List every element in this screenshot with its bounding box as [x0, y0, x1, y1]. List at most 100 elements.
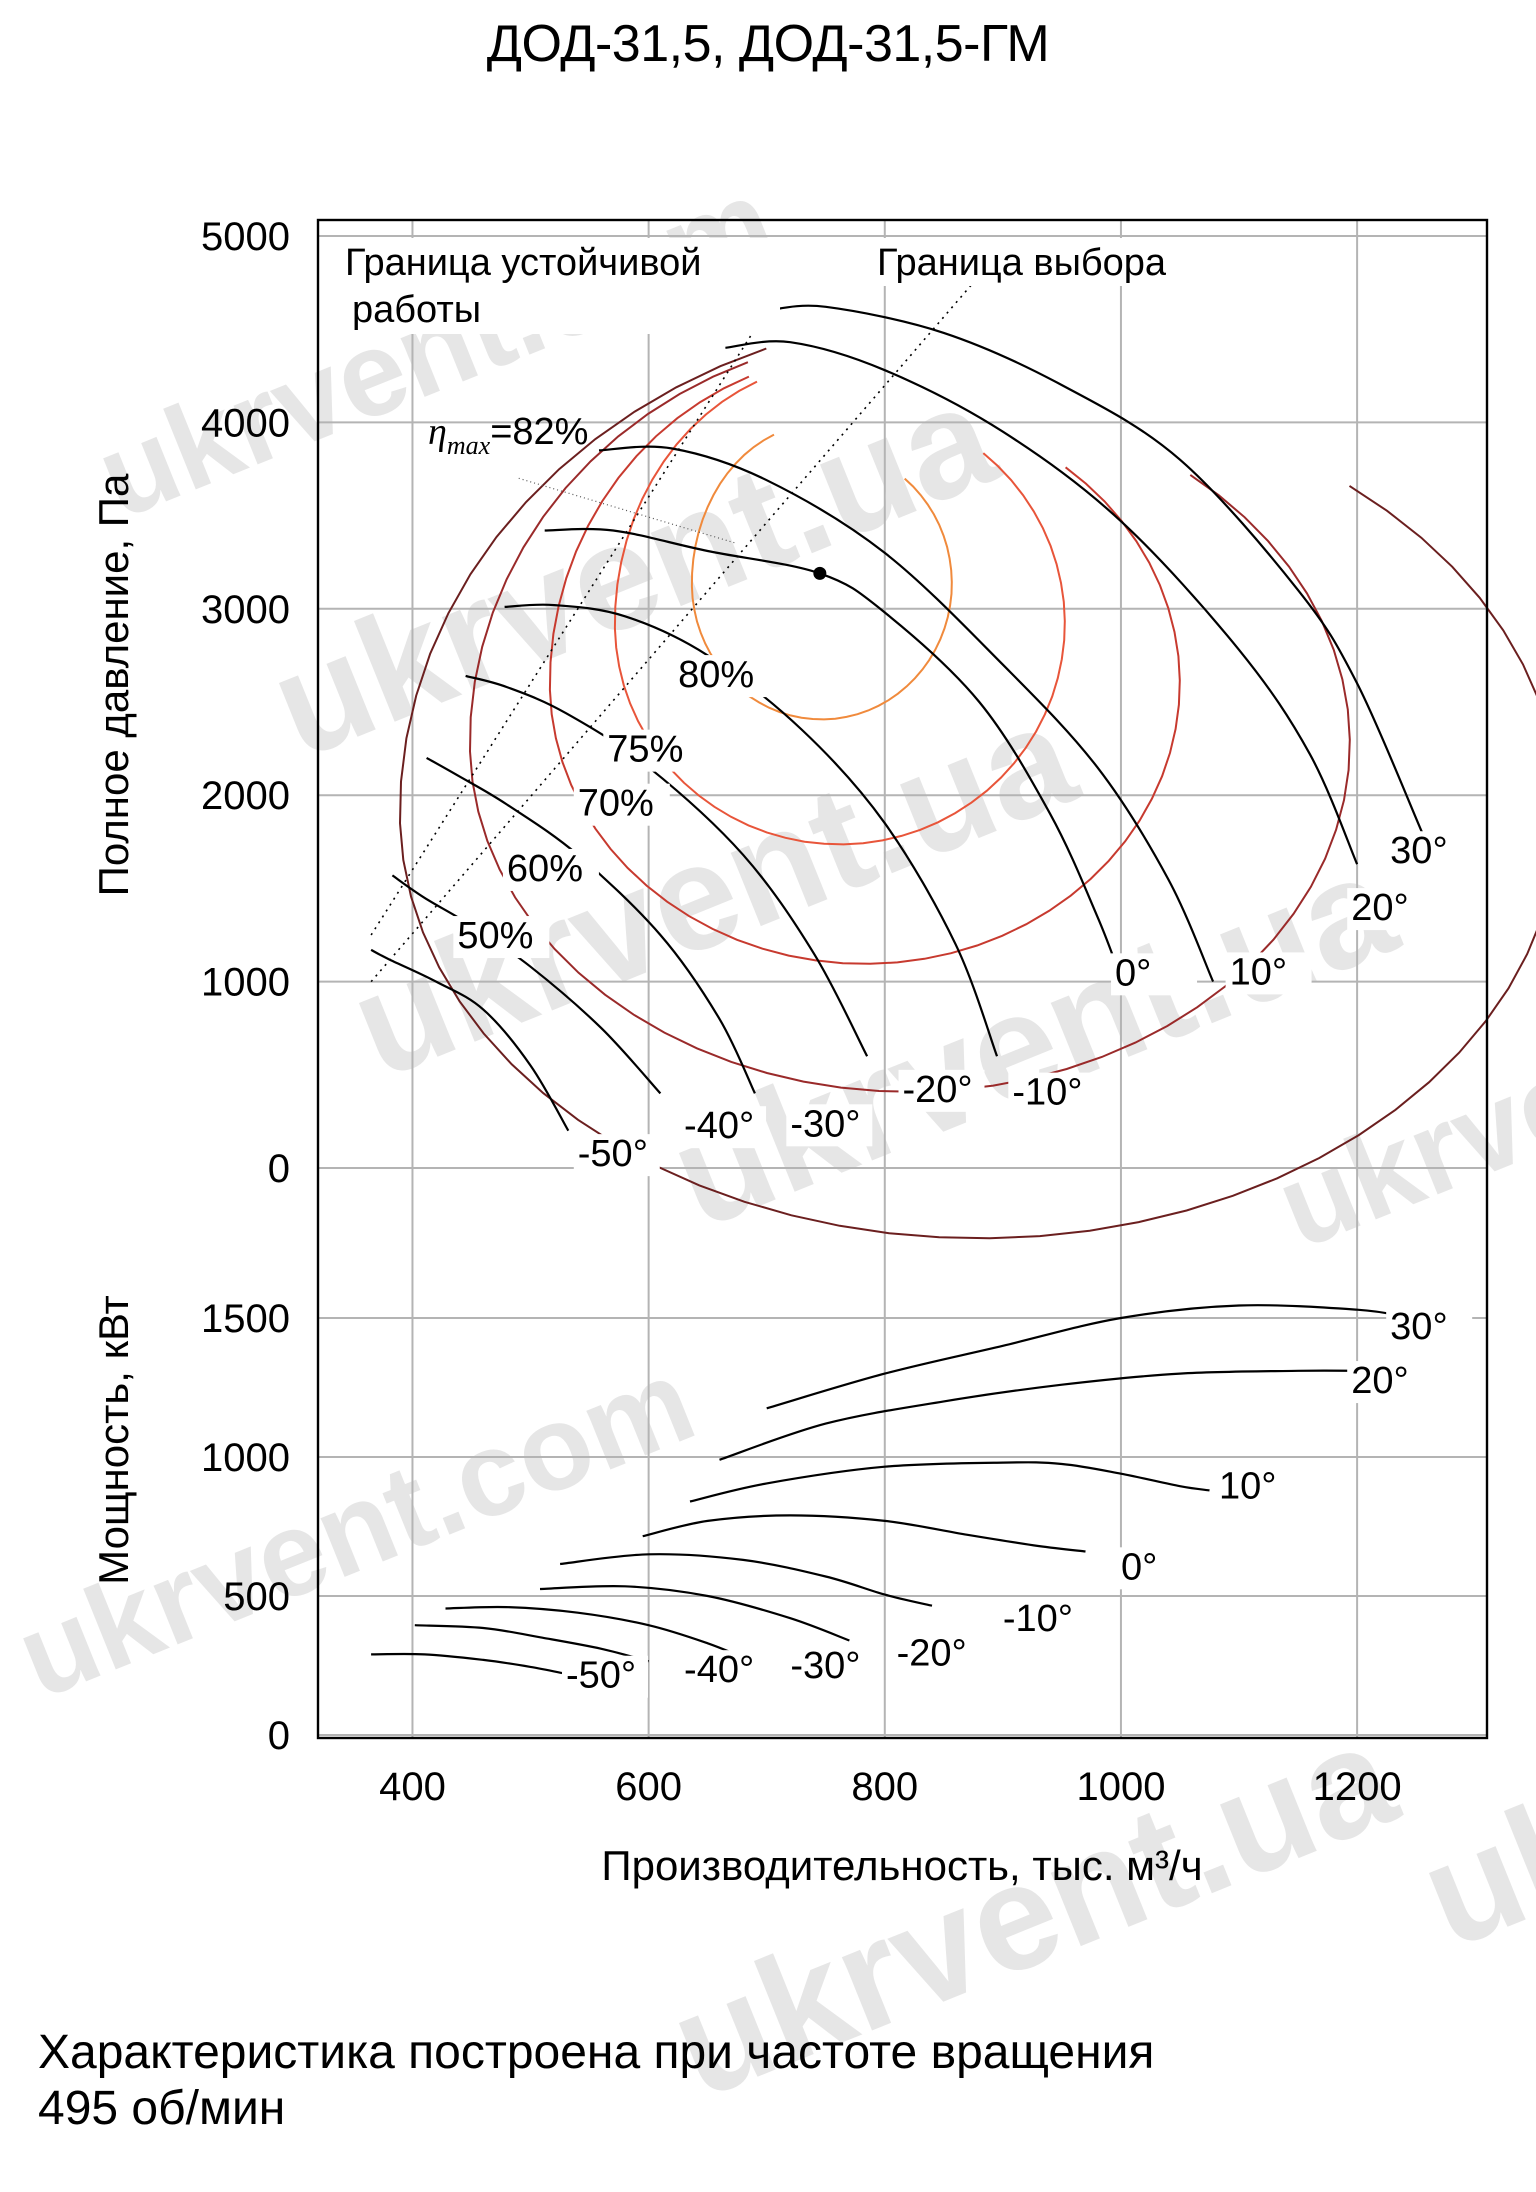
pressure-curve-label: -30°: [790, 1103, 860, 1145]
pressure-curve-label-bg: [898, 1069, 985, 1112]
power-curve--30deg: [445, 1605, 750, 1661]
efficiency-label: 75%: [607, 729, 683, 771]
y-tick-power-500: 500: [223, 1575, 290, 1619]
watermark-text-6: ukrvent.ua: [1399, 1539, 1536, 1980]
power-curve-label-bg: [1386, 1306, 1473, 1349]
y-tick-pressure-0: 0: [268, 1147, 290, 1191]
y-tick-power-1500: 1500: [201, 1297, 290, 1341]
efficiency-label: 50%: [457, 915, 533, 957]
power-curve-0deg: [642, 1514, 1086, 1553]
stability-label-bg: [340, 238, 780, 334]
pressure-curve-label: -40°: [684, 1105, 754, 1147]
power-curve-label-bg: [998, 1598, 1085, 1641]
selection-label-bg: [870, 238, 1230, 286]
pressure-curve-0deg: [544, 527, 1122, 979]
power-curve-label: -10°: [1003, 1598, 1073, 1640]
power-curve--50deg: [371, 1652, 567, 1675]
power-curve-label-bg: [892, 1633, 979, 1676]
power-curve-label-bg: [561, 1655, 648, 1698]
x-tick-1000: 1000: [1076, 1765, 1165, 1809]
power-curve--40deg: [414, 1624, 649, 1663]
stability-boundary-label: Граница устойчивой: [345, 242, 701, 284]
pressure-curve-label-bg: [1008, 1072, 1095, 1115]
power-curve-label: 30°: [1390, 1306, 1447, 1348]
pressure-curve-30deg: [766, 304, 1424, 833]
power-curve-20deg: [719, 1369, 1358, 1461]
y-tick-power-1000: 1000: [201, 1436, 290, 1480]
optimum-point: [813, 566, 827, 580]
pressure-curve--10deg: [504, 603, 999, 1057]
footer-note: Характеристика построена при частоте вра…: [38, 2025, 1154, 2137]
efficiency-contours: [398, 347, 1536, 1240]
plot-frame: [316, 218, 1489, 1740]
power-curve-10deg: [689, 1461, 1210, 1503]
power-curve--10deg: [559, 1553, 933, 1607]
pressure-curve-label: 10°: [1230, 951, 1287, 993]
efficiency-label: 70%: [578, 783, 654, 825]
efficiency-contour-1: [613, 380, 1066, 846]
eta-max-label: ηmax=82%: [428, 411, 588, 460]
curves: [370, 304, 1424, 1675]
power-curve-label: -30°: [790, 1645, 860, 1687]
efficiency-contour-0: [690, 433, 953, 721]
efficiency-contour-3: [468, 361, 1351, 1093]
x-tick-800: 800: [851, 1765, 918, 1809]
grid-lines: 400 600 800 1000 1200 0 1000 2000 3000 4000 5000 0 5…: [90, 215, 1487, 1889]
power-curve-label: 20°: [1351, 1360, 1408, 1402]
chart-title: ДОД-31,5, ДОД-31,5-ГМ: [486, 15, 1050, 73]
y-axis-label-power: Мощность, кВт: [90, 1295, 137, 1585]
pressure-curve-label: 30°: [1390, 830, 1447, 872]
power-curve-label: -40°: [684, 1649, 754, 1691]
pressure-curve-label-bg: [1111, 953, 1198, 996]
y-tick-pressure-5000: 5000: [201, 215, 290, 259]
power-curve-label: -20°: [897, 1633, 967, 1675]
power-curve-label-bg: [1347, 1361, 1434, 1404]
pressure-curve-label: 20°: [1351, 887, 1408, 929]
pressure-curve-label-bg: [1347, 888, 1434, 931]
y-tick-pressure-3000: 3000: [201, 588, 290, 632]
efficiency-label-bg: [453, 916, 550, 959]
efficiency-contour-2: [548, 375, 1181, 965]
pressure-curve-label-bg: [680, 1106, 767, 1149]
power-curve-label-bg: [1116, 1547, 1203, 1590]
efficiency-label-bg: [502, 848, 599, 891]
power-curve-30deg: [766, 1304, 1405, 1410]
footer-line-1: Характеристика построена при частоте вра…: [38, 2026, 1155, 2079]
pressure-curve--50deg: [370, 948, 570, 1132]
pressure-curve-label: 0°: [1115, 952, 1151, 994]
pressure-curve-label: -50°: [578, 1133, 648, 1175]
y-tick-pressure-4000: 4000: [201, 401, 290, 445]
efficiency-label: 60%: [507, 848, 583, 890]
power-curve-label-bg: [1214, 1466, 1301, 1509]
pressure-curve-label-bg: [1225, 952, 1312, 995]
pressure-curve-20deg: [725, 340, 1359, 865]
y-tick-pressure-1000: 1000: [201, 961, 290, 1005]
x-tick-400: 400: [379, 1765, 446, 1809]
power-curve-label: 0°: [1121, 1546, 1157, 1588]
y-axis-label-pressure: Полное давление, Па: [90, 473, 137, 896]
pressure-curve-label: -10°: [1012, 1072, 1082, 1114]
power-curve-label: 10°: [1219, 1466, 1276, 1508]
efficiency-contour-4: [398, 347, 1536, 1240]
efficiency-label: 80%: [678, 654, 754, 696]
efficiency-label-bg: [603, 729, 700, 772]
y-tick-power-0: 0: [268, 1714, 290, 1758]
watermark-layer: ukrvent.comukrvent.uaukrvent.uaukrvent.u…: [0, 153, 1536, 2130]
x-tick-1200: 1200: [1313, 1765, 1402, 1809]
y-tick-pressure-2000: 2000: [201, 774, 290, 818]
power-curve--20deg: [539, 1584, 850, 1642]
labels: 30° 20° 10° 0° -10° -20° -30° -40° -50° 30° 20° 10°…: [340, 238, 1473, 1698]
pressure-curve-label-bg: [786, 1104, 873, 1147]
x-axis-label: Производительность, тыс. м³/ч: [601, 1842, 1202, 1889]
pressure-curve-label: -20°: [903, 1069, 973, 1111]
stability-boundary-label-2: работы: [352, 289, 481, 331]
pressure-curve-label-bg: [1386, 831, 1473, 874]
pressure-curve-label-bg: [573, 1134, 660, 1177]
efficiency-label-bg: [573, 783, 670, 826]
pressure-curve--20deg: [465, 674, 869, 1057]
efficiency-label-bg: [674, 655, 771, 698]
selection-boundary-label: Граница выбора: [877, 242, 1167, 284]
power-curve-label-bg: [786, 1646, 873, 1689]
x-tick-600: 600: [615, 1765, 682, 1809]
